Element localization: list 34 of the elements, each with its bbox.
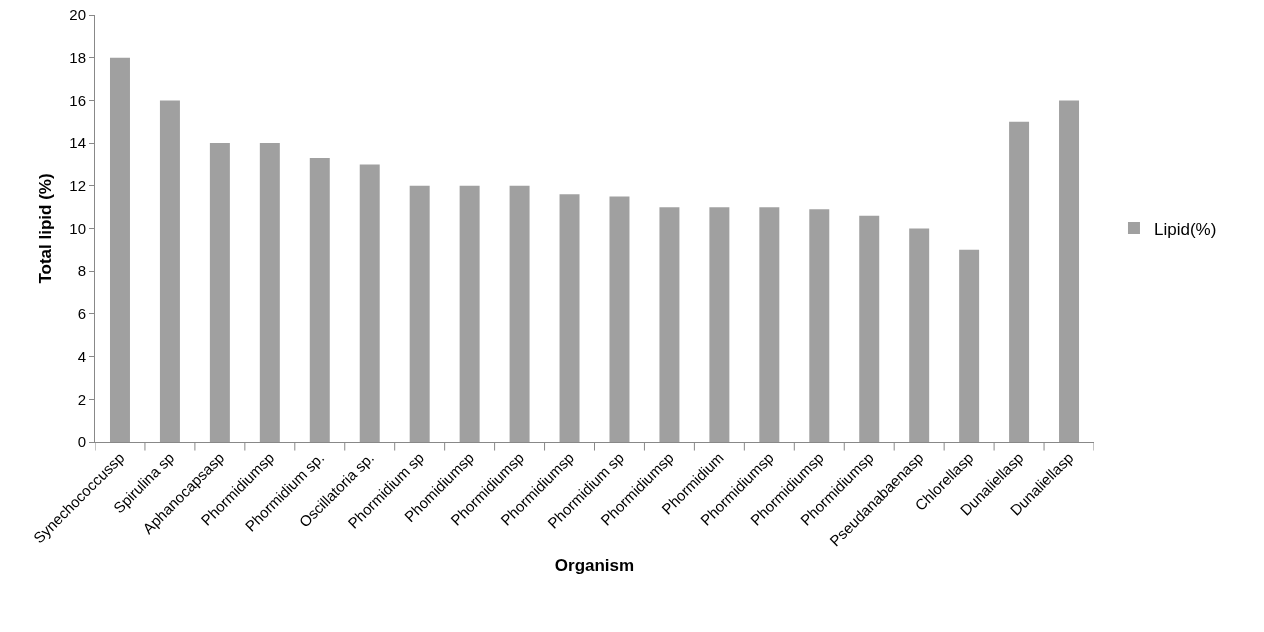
y-tick-label: 0 (77, 433, 86, 451)
bar (509, 185, 530, 442)
bar (559, 194, 580, 442)
bar (209, 143, 230, 442)
y-tick-label: 20 (69, 6, 86, 24)
y-tick-label: 16 (69, 91, 86, 109)
bar (859, 215, 880, 442)
y-tick-label: 10 (69, 219, 86, 237)
y-tick-label: 18 (69, 48, 86, 66)
bar (409, 185, 430, 442)
bar (759, 207, 780, 442)
bar (159, 100, 180, 442)
bar (359, 164, 380, 442)
bar (109, 57, 130, 442)
x-axis-title: Organism (554, 555, 635, 575)
y-tick-label: 14 (69, 134, 86, 152)
bar (309, 158, 330, 442)
bar (609, 196, 630, 442)
bar (259, 143, 280, 442)
bar (1009, 121, 1030, 442)
bar (459, 185, 480, 442)
y-tick-label: 2 (77, 390, 86, 408)
bar (709, 207, 730, 442)
y-tick-label: 6 (77, 305, 86, 323)
y-tick-label: 8 (77, 262, 86, 280)
y-tick-label: 12 (69, 177, 86, 195)
bar (809, 209, 830, 442)
y-tick-label: 4 (77, 347, 86, 365)
y-axis-title: Total lipid (%) (36, 173, 55, 284)
bar (909, 228, 930, 442)
bar (659, 207, 680, 442)
bar (959, 249, 980, 442)
bar (1059, 100, 1080, 442)
legend-label: Lipid(%) (1153, 219, 1217, 239)
